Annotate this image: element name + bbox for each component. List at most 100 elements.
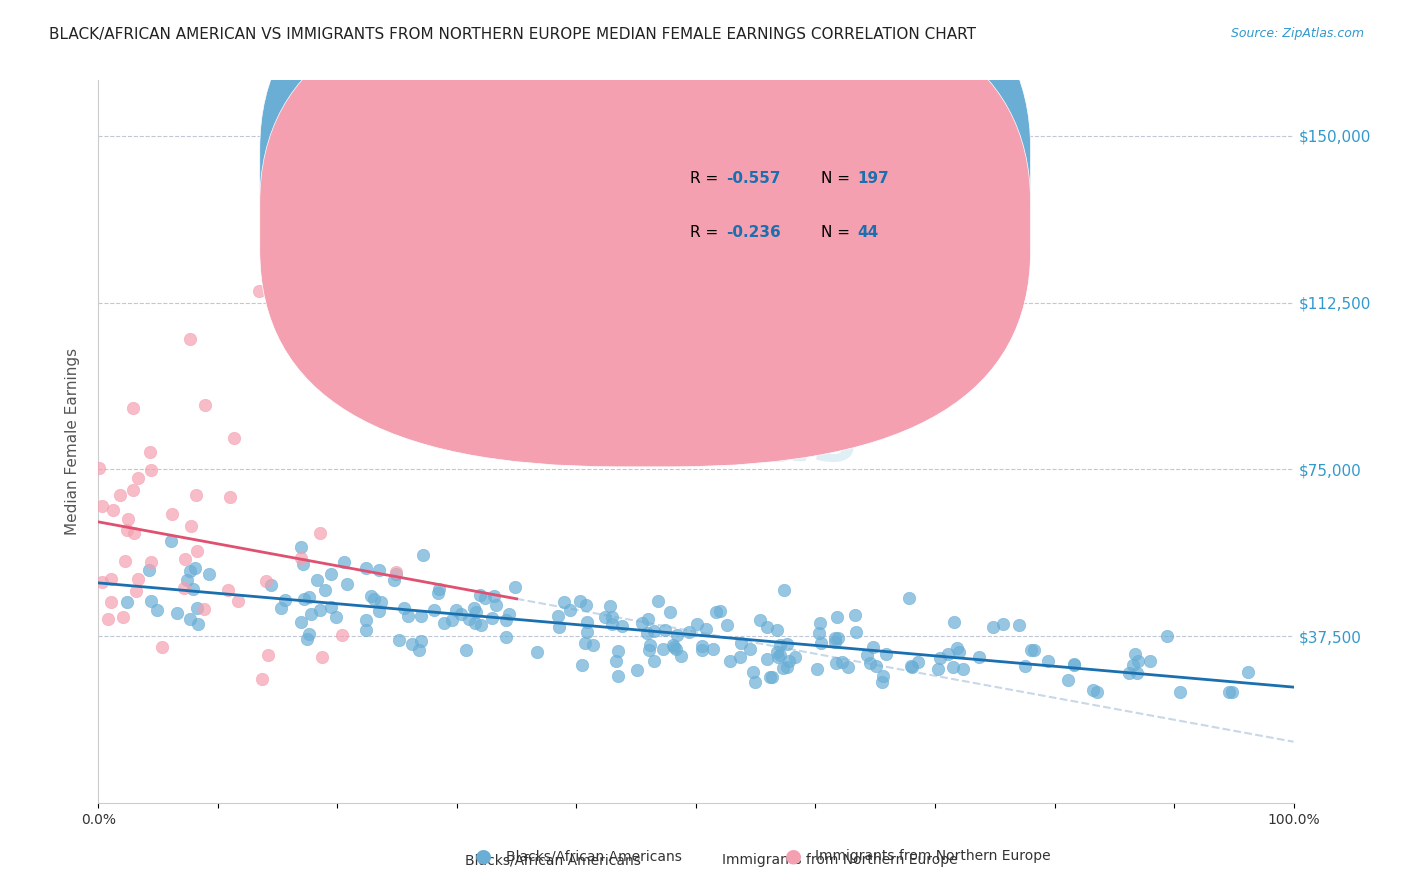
Point bbox=[658, 605, 681, 619]
Point bbox=[755, 652, 778, 666]
Point bbox=[319, 599, 342, 614]
Point bbox=[1128, 654, 1150, 668]
Point bbox=[332, 627, 354, 641]
Point bbox=[292, 592, 315, 607]
Point bbox=[662, 638, 685, 652]
Point bbox=[465, 605, 488, 619]
Point bbox=[506, 796, 529, 810]
Point bbox=[690, 640, 713, 654]
Point bbox=[333, 555, 356, 569]
Point bbox=[290, 550, 312, 565]
Point bbox=[692, 642, 714, 657]
Point bbox=[1019, 643, 1042, 657]
Point bbox=[370, 595, 392, 609]
Point bbox=[855, 648, 877, 663]
Point bbox=[470, 588, 492, 602]
Point bbox=[122, 526, 145, 541]
Text: R =: R = bbox=[690, 170, 723, 186]
Point bbox=[631, 615, 654, 630]
Point bbox=[870, 675, 893, 690]
Point bbox=[612, 619, 634, 633]
Point bbox=[1007, 617, 1029, 632]
Point bbox=[1156, 629, 1178, 643]
Point bbox=[748, 613, 770, 627]
Point bbox=[1220, 684, 1243, 698]
Point bbox=[305, 573, 328, 587]
Point bbox=[89, 461, 111, 475]
Point bbox=[582, 638, 605, 652]
Point bbox=[226, 594, 249, 608]
Point bbox=[778, 654, 800, 668]
Point bbox=[179, 612, 201, 626]
Point bbox=[159, 534, 181, 549]
Point bbox=[665, 628, 688, 642]
Point bbox=[273, 592, 295, 607]
Point bbox=[718, 654, 741, 668]
Point bbox=[115, 523, 138, 537]
Point bbox=[146, 602, 169, 616]
Point bbox=[485, 598, 508, 612]
Point bbox=[354, 624, 377, 638]
Point bbox=[426, 586, 449, 600]
Point bbox=[311, 649, 333, 664]
Point bbox=[593, 610, 616, 624]
Point bbox=[295, 632, 318, 646]
Point bbox=[825, 609, 848, 624]
Point bbox=[768, 650, 790, 665]
Point bbox=[433, 616, 456, 631]
Point bbox=[643, 624, 665, 638]
Point bbox=[607, 643, 630, 657]
FancyBboxPatch shape bbox=[260, 0, 1031, 413]
Point bbox=[709, 604, 731, 618]
Point bbox=[217, 583, 239, 598]
Point bbox=[776, 659, 799, 673]
Point bbox=[600, 609, 623, 624]
Point bbox=[981, 620, 1004, 634]
Point bbox=[568, 594, 591, 608]
Point bbox=[298, 590, 321, 604]
Point bbox=[907, 656, 929, 670]
Point bbox=[401, 637, 423, 651]
Point bbox=[607, 669, 630, 683]
Point bbox=[463, 601, 485, 615]
Point bbox=[948, 645, 970, 659]
Point bbox=[810, 635, 832, 649]
Point bbox=[1122, 658, 1144, 673]
Point bbox=[548, 620, 571, 634]
Point bbox=[173, 582, 195, 596]
Point bbox=[122, 401, 145, 415]
Point bbox=[654, 623, 676, 637]
Point bbox=[638, 638, 661, 652]
Point bbox=[91, 500, 114, 514]
Point bbox=[321, 567, 343, 582]
Point bbox=[139, 593, 162, 607]
Point bbox=[927, 662, 949, 676]
Point bbox=[498, 607, 520, 621]
Point bbox=[665, 641, 688, 656]
Point bbox=[636, 626, 658, 640]
Point bbox=[844, 608, 866, 623]
Point bbox=[827, 632, 849, 646]
Point bbox=[738, 642, 761, 657]
Point bbox=[759, 670, 782, 684]
Point bbox=[503, 580, 526, 594]
Point bbox=[184, 488, 207, 502]
Point bbox=[643, 654, 665, 668]
Point bbox=[150, 640, 173, 654]
Point bbox=[450, 607, 472, 621]
Text: 197: 197 bbox=[858, 170, 889, 186]
Point bbox=[290, 541, 312, 555]
Point bbox=[184, 561, 207, 575]
Point bbox=[125, 583, 148, 598]
Point bbox=[952, 662, 974, 676]
Point bbox=[363, 591, 385, 606]
Point bbox=[575, 624, 598, 639]
Point bbox=[299, 607, 322, 621]
Point bbox=[291, 557, 314, 571]
Text: ZIPatlas: ZIPatlas bbox=[533, 407, 859, 476]
Point bbox=[769, 648, 792, 663]
Point bbox=[482, 590, 505, 604]
Point bbox=[825, 656, 848, 670]
Text: ●: ● bbox=[785, 847, 801, 866]
Point bbox=[100, 572, 122, 586]
